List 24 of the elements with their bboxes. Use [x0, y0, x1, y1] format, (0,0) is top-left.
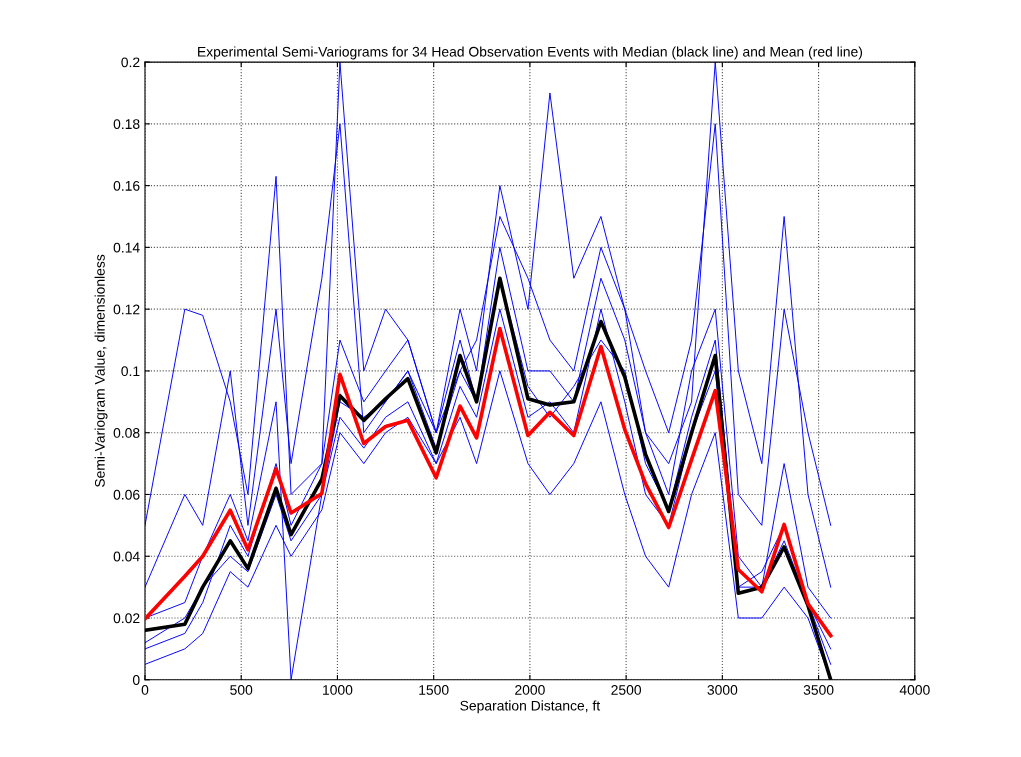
y-tick-label: 0.06: [113, 489, 140, 500]
y-axis-title: Semi-Variogram Value, dimensionless: [94, 254, 108, 487]
x-tick-label: 0: [141, 685, 149, 695]
y-tick-label: 0.1: [121, 366, 140, 377]
x-tick-label: 2500: [611, 685, 642, 695]
x-tick-label: 500: [230, 685, 253, 695]
chart-title: Experimental Semi-Variograms for 34 Head Observation Events with Median (black line) and Mean (red line): [198, 46, 863, 60]
x-tick-label: 3000: [707, 685, 738, 695]
y-tick-label: 0.2: [121, 57, 140, 68]
x-tick-label: 1000: [323, 685, 353, 695]
x-tick-label: 4000: [899, 685, 930, 695]
y-tick-label: 0.16: [113, 180, 140, 191]
x-tick-label: 1500: [419, 685, 449, 695]
x-axis-title: Separation Distance, ft: [460, 700, 601, 714]
y-tick-label: 0.18: [113, 119, 140, 130]
line-series: [144, 326, 833, 638]
y-tick-label: 0.04: [113, 551, 140, 562]
x-tick-label: 3500: [803, 685, 834, 695]
x-tick-label: 2000: [515, 685, 545, 695]
y-tick-label: 0.08: [113, 428, 140, 438]
y-tick-label: 0: [132, 675, 140, 685]
y-tick-label: 0.14: [113, 242, 140, 253]
y-tick-label: 0.02: [113, 613, 140, 624]
y-tick-label: 0.12: [113, 304, 140, 315]
